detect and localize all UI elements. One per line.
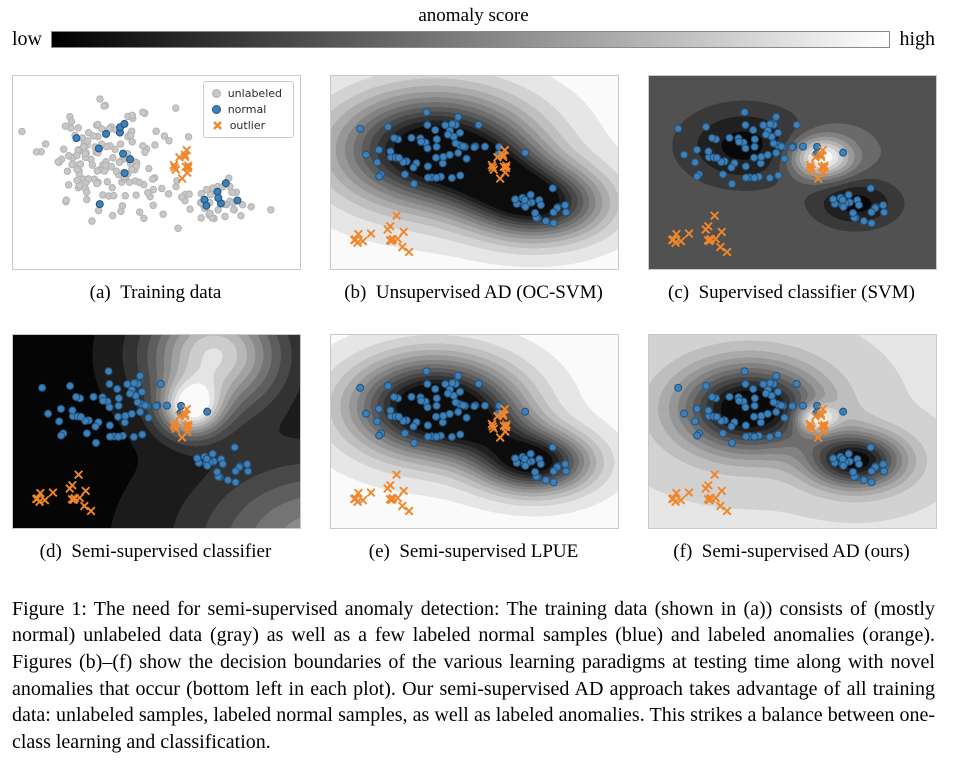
panel-d-plot-area — [12, 333, 301, 529]
panel-c-plot-area — [648, 75, 937, 270]
panel-f-canvas — [649, 334, 936, 528]
panel-d-caption: (d) Semi-supervised classifier — [39, 540, 272, 562]
legend-dot-marker-icon — [211, 105, 221, 114]
panel-a-caption: (a) Training data — [89, 282, 222, 303]
panel-e-caption: (e) Semi-supervised LPUE — [368, 540, 579, 562]
legend-dot-marker-icon — [211, 89, 221, 98]
panel-a-plot-area: unlabeled normal outlier — [12, 75, 301, 270]
legend-item-normal: normal — [211, 103, 282, 116]
panel-c: (c) Supervised classifier (SVM) — [648, 75, 937, 304]
panel-b-plot-area — [330, 75, 619, 270]
panel-e-plot-area — [330, 333, 619, 529]
legend-item-outlier: outlier — [212, 120, 282, 131]
panel-d: (d) Semi-supervised classifier — [12, 333, 301, 563]
figure-caption: Figure 1: The need for semi-supervised a… — [12, 597, 935, 753]
colorbar-gradient — [51, 30, 891, 48]
legend-label: unlabeled — [227, 87, 282, 100]
panel-f-caption: (f) Semi-supervised AD (ours) — [673, 540, 910, 562]
legend-label: normal — [227, 103, 267, 116]
panel-e: (e) Semi-supervised LPUE — [330, 333, 619, 563]
colorbar-low-label: low — [12, 28, 42, 50]
legend-item-unlabeled: unlabeled — [211, 87, 282, 100]
panel-b: (b) Unsupervised AD (OC-SVM) — [330, 75, 619, 304]
colorbar-high-label: high — [899, 28, 935, 50]
colorbar: anomaly score low high — [12, 6, 935, 49]
panel-f-plot-area — [648, 333, 937, 529]
panel-d-canvas — [13, 334, 300, 528]
panel-c-canvas — [649, 76, 936, 269]
legend-label: outlier — [229, 119, 266, 132]
colorbar-title: anomaly score — [418, 5, 529, 26]
legend-x-marker-icon — [212, 120, 223, 131]
panel-a: unlabeled normal outlier (a) Training data — [12, 75, 301, 304]
panels-grid: unlabeled normal outlier (a) Training data (… — [12, 75, 937, 563]
panel-b-canvas — [331, 76, 618, 269]
panel-f: (f) Semi-supervised AD (ours) — [648, 333, 937, 563]
plot-legend: unlabeled normal outlier — [202, 81, 294, 138]
panel-c-caption: (c) Supervised classifier (SVM) — [668, 282, 915, 303]
panel-b-caption: (b) Unsupervised AD (OC-SVM) — [344, 282, 603, 303]
panel-e-canvas — [331, 334, 618, 528]
colorbar-bar-row: low high — [12, 29, 935, 49]
